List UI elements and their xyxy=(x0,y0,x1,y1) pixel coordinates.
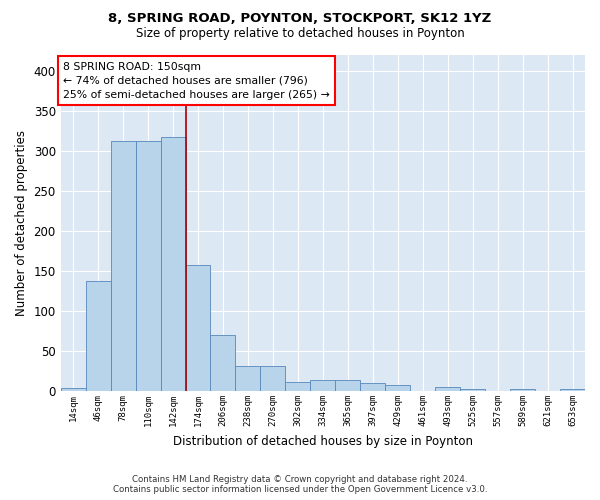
Bar xyxy=(560,388,585,391)
Bar xyxy=(286,382,310,391)
Bar xyxy=(335,380,360,391)
Y-axis label: Number of detached properties: Number of detached properties xyxy=(15,130,28,316)
Bar xyxy=(161,136,185,391)
Bar xyxy=(185,266,211,391)
Text: Size of property relative to detached houses in Poynton: Size of property relative to detached ho… xyxy=(136,28,464,40)
Bar xyxy=(211,335,235,391)
X-axis label: Distribution of detached houses by size in Poynton: Distribution of detached houses by size … xyxy=(173,434,473,448)
Text: 8, SPRING ROAD, POYNTON, STOCKPORT, SK12 1YZ: 8, SPRING ROAD, POYNTON, STOCKPORT, SK12… xyxy=(109,12,491,26)
Text: 8 SPRING ROAD: 150sqm
← 74% of detached houses are smaller (796)
25% of semi-det: 8 SPRING ROAD: 150sqm ← 74% of detached … xyxy=(63,62,330,100)
Bar xyxy=(385,384,410,391)
Bar xyxy=(510,388,535,391)
Bar xyxy=(136,140,161,391)
Bar xyxy=(61,388,86,391)
Bar xyxy=(235,366,260,391)
Bar xyxy=(435,387,460,391)
Text: Contains HM Land Registry data © Crown copyright and database right 2024.
Contai: Contains HM Land Registry data © Crown c… xyxy=(113,474,487,494)
Bar xyxy=(360,383,385,391)
Bar xyxy=(260,366,286,391)
Bar xyxy=(460,388,485,391)
Bar xyxy=(86,282,110,391)
Bar xyxy=(310,380,335,391)
Bar xyxy=(110,142,136,391)
